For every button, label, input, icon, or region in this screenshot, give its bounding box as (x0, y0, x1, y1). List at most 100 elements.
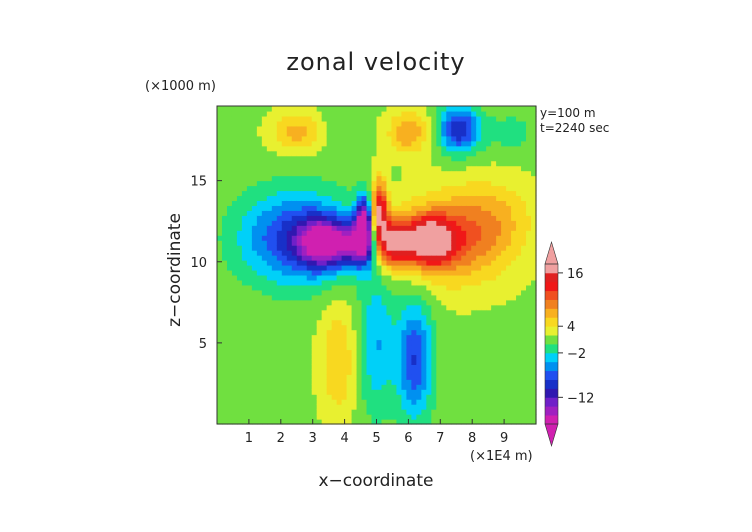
field-cell (381, 364, 388, 370)
field-cell (336, 215, 343, 221)
field-cell (461, 304, 467, 311)
field-cell (356, 319, 363, 326)
field-cell (281, 106, 288, 112)
field-cell (391, 185, 398, 192)
field-cell (217, 150, 223, 157)
field-cell (326, 175, 333, 182)
field-cell (271, 334, 278, 341)
field-cell (281, 125, 288, 132)
field-cell (441, 106, 447, 112)
field-cell (256, 414, 263, 420)
field-cell (256, 344, 263, 351)
field-cell (406, 190, 412, 197)
field-cell (261, 409, 268, 415)
field-cell (491, 150, 497, 157)
field-cell (276, 135, 283, 142)
field-cell (266, 269, 273, 276)
field-cell (321, 269, 328, 276)
field-cell (256, 284, 263, 291)
field-cell (286, 364, 293, 370)
field-cell (421, 265, 427, 271)
field-cell (276, 339, 283, 346)
field-cell (276, 274, 283, 281)
field-cell (341, 190, 348, 197)
field-cell (461, 115, 467, 122)
field-cell (301, 319, 308, 326)
field-cell (246, 175, 253, 182)
field-cell (246, 220, 253, 226)
field-cell (256, 190, 263, 197)
field-cell (501, 379, 507, 385)
field-cell (231, 120, 238, 127)
field-cell (476, 220, 482, 226)
field-cell (296, 339, 303, 346)
field-cell (231, 155, 238, 162)
field-cell (346, 125, 353, 132)
field-cell (521, 324, 527, 331)
field-cell (401, 106, 408, 112)
field-cell (526, 185, 532, 192)
field-cell (351, 279, 358, 286)
field-cell (321, 110, 328, 117)
field-cell (346, 190, 353, 197)
field-cell (521, 284, 527, 291)
field-cell (351, 324, 358, 331)
field-cell (476, 404, 482, 410)
field-cell (381, 404, 388, 410)
field-cell (506, 274, 512, 281)
field-cell (296, 279, 303, 286)
field-cell (226, 205, 233, 211)
field-cell (316, 225, 323, 231)
field-cell (421, 200, 427, 206)
field-cell (361, 195, 368, 202)
field-cell (261, 250, 268, 256)
field-cell (371, 125, 378, 132)
field-cell (256, 354, 263, 361)
field-cell (276, 115, 283, 122)
field-cell (341, 240, 348, 246)
field-cell (281, 404, 288, 410)
field-cell (391, 374, 398, 380)
field-cell (326, 374, 333, 380)
field-cell (266, 339, 273, 346)
field-cell (426, 344, 432, 351)
field-cell (421, 314, 427, 321)
field-cell (326, 369, 333, 375)
field-cell (491, 414, 497, 420)
field-cell (291, 324, 298, 331)
field-cell (226, 389, 233, 395)
field-cell (286, 339, 293, 346)
field-cell (476, 260, 482, 266)
field-cell (486, 215, 492, 221)
field-cell (526, 110, 532, 117)
field-cell (446, 250, 452, 256)
field-cell (426, 200, 432, 206)
field-cell (341, 344, 348, 351)
field-cell (411, 304, 417, 311)
field-cell (326, 230, 333, 236)
field-cell (421, 185, 427, 192)
field-cell (346, 210, 353, 216)
field-cell (516, 374, 522, 380)
field-cell (361, 269, 368, 276)
field-cell (481, 299, 487, 306)
field-cell (251, 200, 258, 206)
field-cell (496, 110, 502, 117)
field-cell (516, 120, 522, 127)
field-cell (306, 255, 313, 261)
field-cell (341, 120, 348, 127)
field-cell (236, 160, 243, 167)
field-cell (501, 190, 507, 197)
field-cell (356, 230, 363, 236)
field-cell (251, 389, 258, 395)
field-cell (496, 185, 502, 192)
field-cell (466, 289, 472, 296)
field-cell (236, 165, 243, 172)
field-cell (286, 374, 293, 380)
field-cell (316, 125, 323, 132)
field-cell (461, 255, 467, 261)
field-cell (261, 344, 268, 351)
field-cell (441, 404, 447, 410)
field-cell (231, 185, 238, 192)
field-cell (366, 324, 373, 331)
